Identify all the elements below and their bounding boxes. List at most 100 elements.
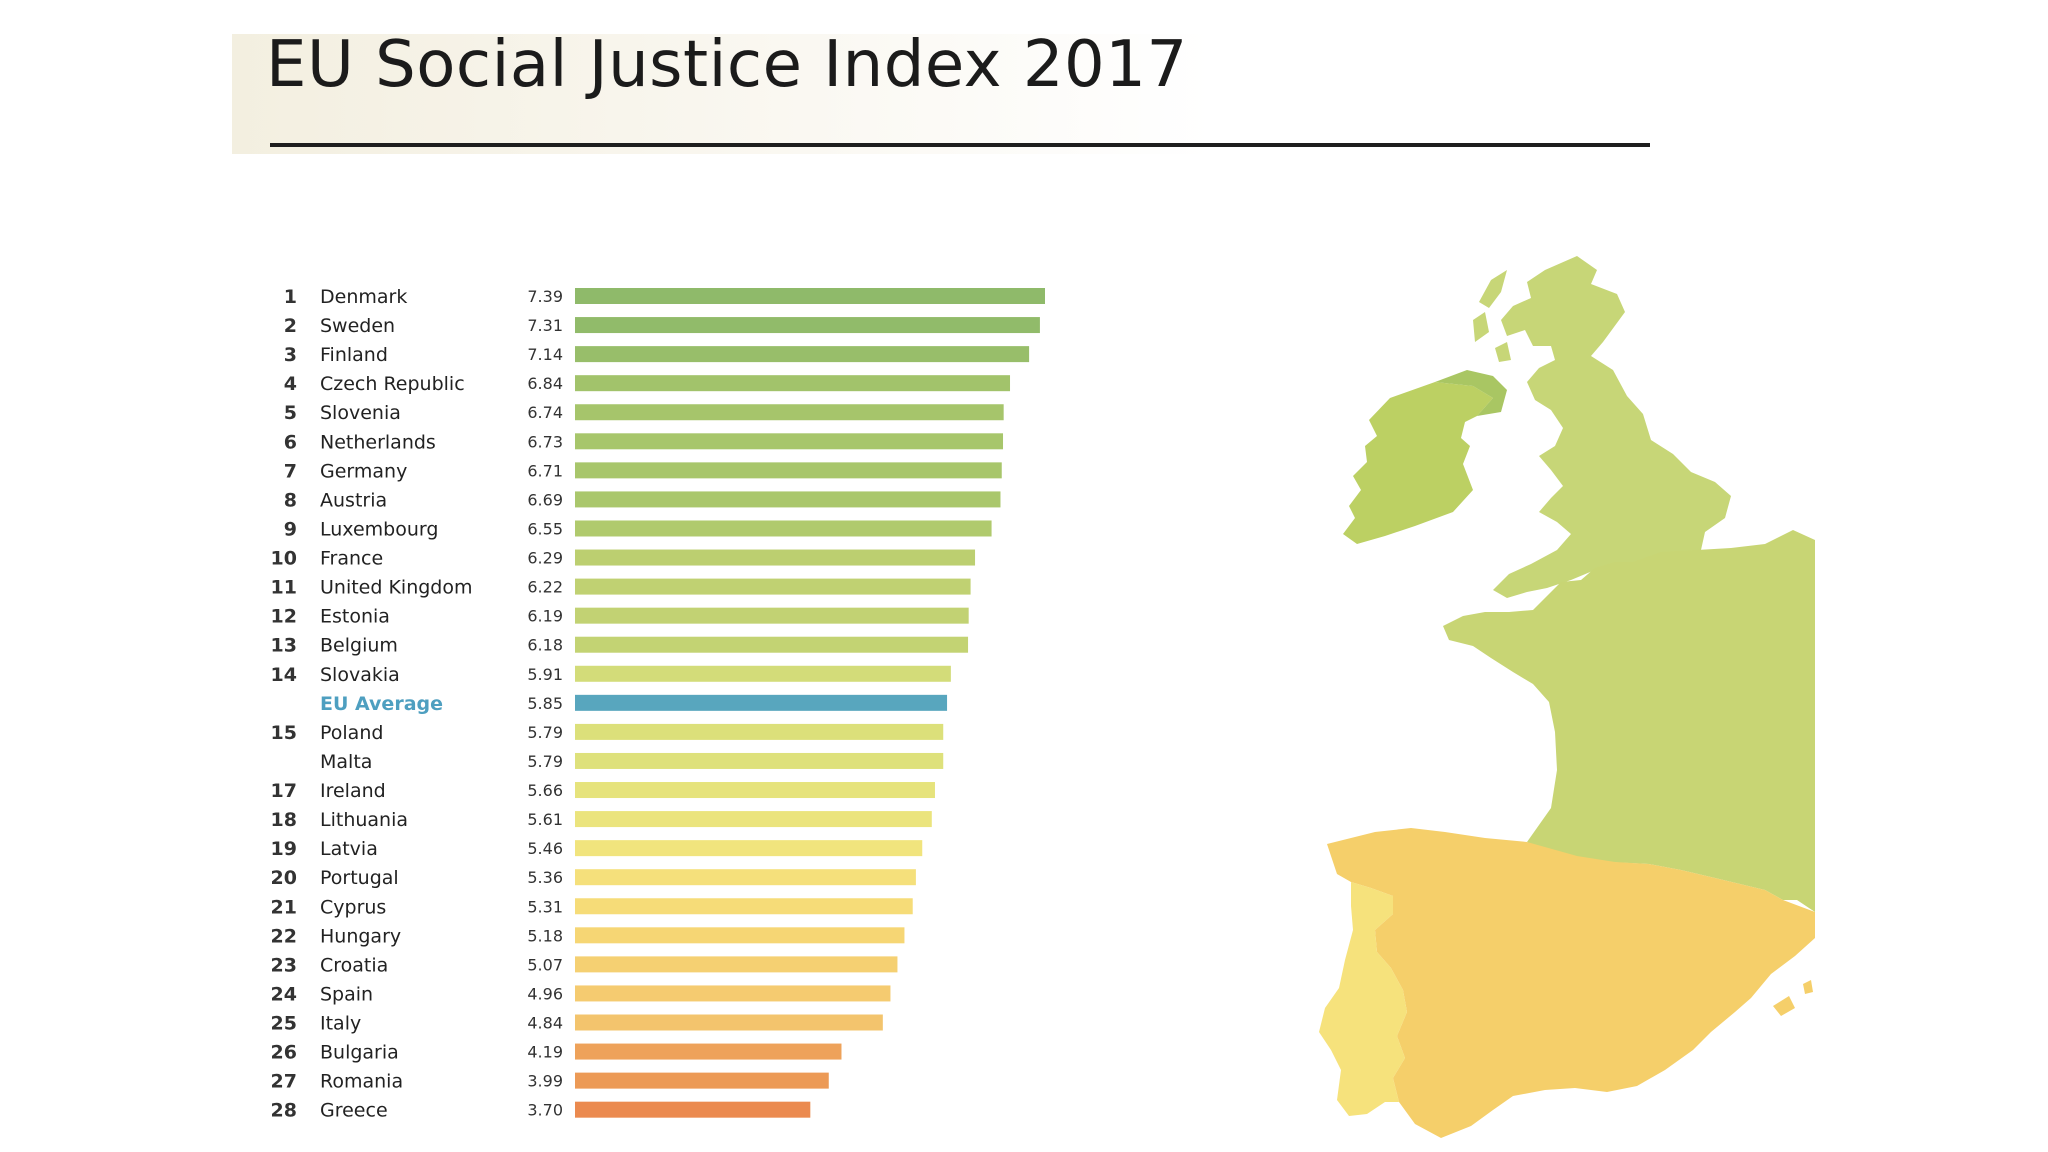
- rank-label: 12: [271, 606, 297, 628]
- bar: [575, 782, 935, 799]
- bar: [575, 578, 971, 595]
- rank-label: 23: [271, 954, 297, 976]
- value-label: 3.70: [527, 1101, 563, 1120]
- map-france: [1443, 530, 1815, 912]
- value-label: 6.84: [527, 374, 563, 393]
- bar: [575, 462, 1002, 479]
- map-spain: [1327, 828, 1815, 1138]
- map-northern-ireland: [1435, 370, 1507, 416]
- map-hebrides: [1473, 270, 1511, 362]
- bar: [575, 898, 913, 915]
- rank-label: 5: [284, 402, 297, 424]
- value-label: 5.91: [527, 665, 563, 684]
- bar: [575, 520, 992, 537]
- country-label: Portugal: [320, 867, 399, 889]
- value-label: 7.39: [527, 287, 563, 306]
- rank-label: 9: [284, 518, 297, 540]
- title-divider: [270, 143, 1650, 147]
- bar: [575, 811, 932, 828]
- map-great-britain: [1493, 256, 1731, 598]
- value-label: 5.66: [527, 781, 563, 800]
- country-label: Finland: [320, 344, 388, 366]
- eu-average-label: EU Average: [320, 693, 443, 715]
- country-label: Sweden: [320, 315, 395, 337]
- bar: [575, 375, 1011, 392]
- bar: [575, 1101, 811, 1118]
- value-label: 7.14: [527, 345, 563, 364]
- rank-label: 21: [271, 896, 297, 918]
- value-label: 6.18: [527, 636, 563, 655]
- bar: [575, 665, 951, 682]
- rank-label: 24: [271, 983, 297, 1005]
- bar: [575, 985, 891, 1002]
- country-label: Greece: [320, 1100, 388, 1122]
- country-label: Italy: [320, 1013, 361, 1035]
- country-label: Germany: [320, 460, 407, 482]
- value-label: 4.84: [527, 1014, 563, 1033]
- bar: [575, 723, 944, 740]
- rank-label: 11: [271, 577, 297, 599]
- country-label: Denmark: [320, 286, 407, 308]
- bar: [575, 404, 1004, 421]
- bar: [575, 636, 969, 653]
- country-label: United Kingdom: [320, 577, 473, 599]
- country-label: Slovenia: [320, 402, 401, 424]
- europe-map: [1319, 256, 1815, 1138]
- bar: [575, 288, 1045, 304]
- country-label: Bulgaria: [320, 1042, 399, 1064]
- value-label: 4.96: [527, 984, 563, 1003]
- value-label: 5.46: [527, 839, 563, 858]
- country-label: Ireland: [320, 780, 386, 802]
- value-label: 5.36: [527, 868, 563, 887]
- country-label: Poland: [320, 722, 383, 744]
- bar: [575, 549, 976, 566]
- rank-label: 3: [284, 344, 297, 366]
- value-label: 4.19: [527, 1043, 563, 1062]
- rank-label: 19: [271, 838, 297, 860]
- country-label: Malta: [320, 751, 372, 773]
- value-label: 6.74: [527, 403, 563, 422]
- bar: [575, 317, 1040, 334]
- value-label: 5.79: [527, 723, 563, 742]
- bar: [575, 956, 898, 973]
- country-label: Estonia: [320, 606, 390, 628]
- rank-label: 1: [284, 286, 297, 308]
- map-portugal: [1319, 882, 1407, 1116]
- rank-label: 18: [271, 809, 297, 831]
- country-label: Croatia: [320, 954, 388, 976]
- rank-label: 13: [271, 635, 297, 657]
- page-title: EU Social Justice Index 2017: [266, 28, 1188, 102]
- country-label: Spain: [320, 983, 373, 1005]
- country-label: France: [320, 548, 383, 570]
- value-label: 6.69: [527, 490, 563, 509]
- value-label: 3.99: [527, 1072, 563, 1091]
- bar: [575, 927, 905, 944]
- rank-label: 27: [271, 1071, 297, 1093]
- rank-label: 7: [284, 460, 297, 482]
- country-label: Romania: [320, 1071, 403, 1093]
- value-label: 6.73: [527, 432, 563, 451]
- rank-label: 8: [284, 489, 297, 511]
- rank-label: 20: [271, 867, 297, 889]
- rank-label: 14: [271, 664, 297, 686]
- bar: [575, 1072, 829, 1089]
- country-label: Lithuania: [320, 809, 408, 831]
- value-label: 6.29: [527, 549, 563, 568]
- bar: [575, 1043, 842, 1060]
- rank-label: 22: [271, 925, 297, 947]
- bar: [575, 346, 1030, 363]
- value-label: 5.61: [527, 810, 563, 829]
- country-label: Czech Republic: [320, 373, 465, 395]
- value-label: 6.22: [527, 578, 563, 597]
- country-label: Latvia: [320, 838, 378, 860]
- rank-label: 15: [271, 722, 297, 744]
- country-label: Cyprus: [320, 896, 386, 918]
- bar: [575, 491, 1001, 508]
- rank-label: 25: [271, 1013, 297, 1035]
- bar: [575, 607, 969, 624]
- bar: [575, 752, 944, 769]
- eu-average-bar: [575, 694, 948, 711]
- country-label: Hungary: [320, 925, 401, 947]
- bar: [575, 840, 923, 857]
- bar: [575, 869, 916, 886]
